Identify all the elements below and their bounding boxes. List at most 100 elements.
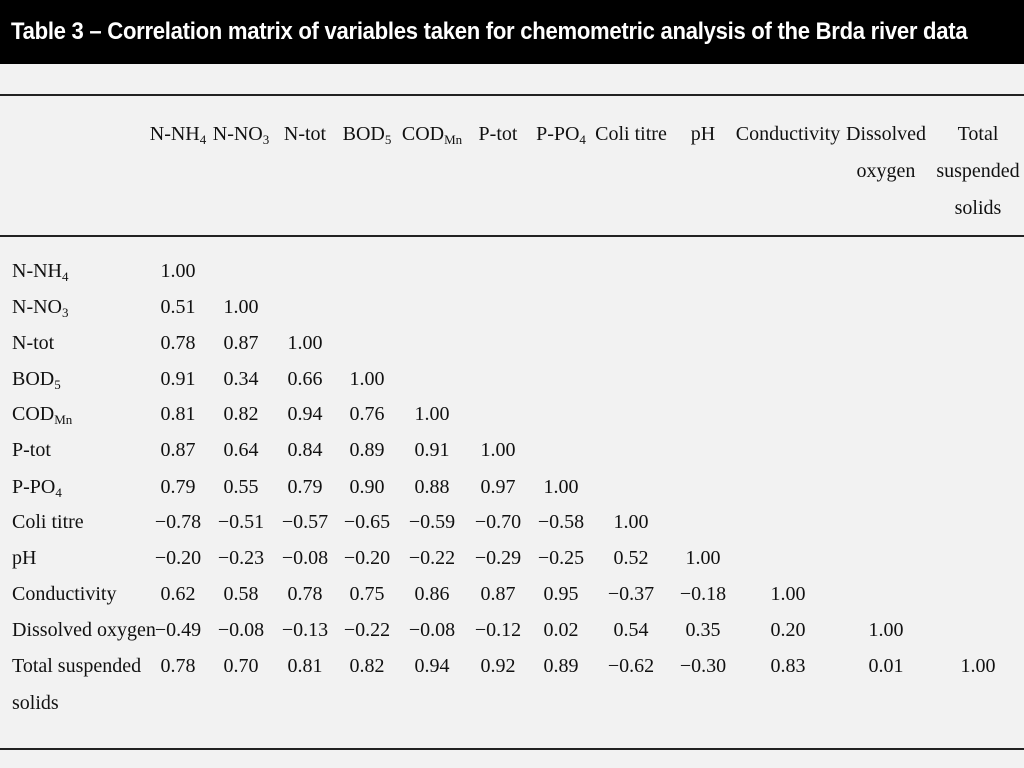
correlation-cell: 0.88 (414, 476, 450, 498)
correlation-cell: 1.00 (223, 296, 259, 318)
correlation-cell: −0.08 (408, 619, 456, 641)
correlation-cell: 0.97 (480, 476, 516, 498)
correlation-cell: 1.00 (287, 332, 323, 354)
correlation-cell: 0.51 (160, 296, 196, 318)
row-label: N-NH4 (12, 260, 69, 284)
row-label: Conductivity (12, 583, 117, 605)
correlation-cell: 0.34 (223, 368, 259, 390)
correlation-cell: 1.00 (685, 547, 721, 569)
correlation-cell: 0.35 (685, 619, 721, 641)
column-header: pH (690, 123, 716, 145)
correlation-cell: 0.01 (868, 655, 904, 677)
column-header: P-tot (478, 123, 518, 145)
correlation-cell: 0.83 (770, 655, 806, 677)
correlation-cell: −0.57 (281, 511, 329, 533)
correlation-cell: −0.59 (408, 511, 456, 533)
correlation-cell: 1.00 (613, 511, 649, 533)
correlation-cell: 0.78 (160, 332, 196, 354)
correlation-cell: −0.12 (474, 619, 522, 641)
correlation-cell: 0.78 (287, 583, 323, 605)
correlation-cell: −0.23 (217, 547, 265, 569)
column-header: N-tot (283, 123, 327, 145)
correlation-cell: −0.49 (154, 619, 202, 641)
correlation-cell: 0.87 (223, 332, 259, 354)
column-header: Conductivity (735, 123, 841, 145)
correlation-cell: 0.62 (160, 583, 196, 605)
table-bottom-rule (0, 748, 1024, 750)
correlation-cell: 0.54 (613, 619, 649, 641)
row-label: P-PO4 (12, 476, 62, 500)
row-label: Total suspended solids (12, 655, 142, 714)
column-header: Total suspended solids (936, 123, 1020, 219)
correlation-cell: 0.81 (287, 655, 323, 677)
correlation-cell: −0.18 (679, 583, 727, 605)
correlation-cell: 0.87 (160, 439, 196, 461)
correlation-cell: 0.82 (223, 403, 259, 425)
correlation-cell: 0.91 (414, 439, 450, 461)
row-label: BOD5 (12, 368, 61, 392)
table-header-rule (0, 235, 1024, 237)
correlation-cell: 1.00 (770, 583, 806, 605)
correlation-cell: 0.76 (349, 403, 385, 425)
column-header: N-NO3 (212, 123, 270, 147)
correlation-cell: 0.91 (160, 368, 196, 390)
correlation-cell: 0.02 (543, 619, 579, 641)
correlation-cell: 0.94 (287, 403, 323, 425)
title-bar: Table 3 – Correlation matrix of variable… (0, 0, 1024, 64)
row-label: P-tot (12, 439, 51, 461)
row-label: N-tot (12, 332, 55, 354)
column-header: Dissolved oxygen (846, 123, 926, 182)
correlation-cell: 0.92 (480, 655, 516, 677)
correlation-cell: 0.86 (414, 583, 450, 605)
correlation-cell: −0.25 (537, 547, 585, 569)
table-top-rule (0, 94, 1024, 96)
correlation-cell: 0.52 (613, 547, 649, 569)
correlation-cell: −0.20 (154, 547, 202, 569)
correlation-cell: −0.20 (343, 547, 391, 569)
correlation-cell: −0.13 (281, 619, 329, 641)
correlation-cell: 0.78 (160, 655, 196, 677)
correlation-cell: 0.81 (160, 403, 196, 425)
correlation-cell: 1.00 (414, 403, 450, 425)
correlation-cell: 1.00 (349, 368, 385, 390)
row-label: Coli titre (12, 511, 84, 533)
correlation-cell: 1.00 (960, 655, 996, 677)
correlation-cell: 0.64 (223, 439, 259, 461)
correlation-cell: 0.58 (223, 583, 259, 605)
correlation-cell: 1.00 (480, 439, 516, 461)
correlation-cell: −0.51 (217, 511, 265, 533)
row-label: pH (12, 547, 37, 569)
correlation-cell: −0.22 (408, 547, 456, 569)
correlation-cell: −0.08 (281, 547, 329, 569)
correlation-cell: 0.20 (770, 619, 806, 641)
correlation-cell: 1.00 (160, 260, 196, 282)
correlation-cell: 0.75 (349, 583, 385, 605)
correlation-cell: 0.90 (349, 476, 385, 498)
correlation-cell: 0.87 (480, 583, 516, 605)
correlation-cell: 0.84 (287, 439, 323, 461)
correlation-cell: 0.70 (223, 655, 259, 677)
correlation-cell: −0.62 (607, 655, 655, 677)
correlation-cell: −0.29 (474, 547, 522, 569)
column-header: N-NH4 (149, 123, 207, 147)
correlation-cell: −0.22 (343, 619, 391, 641)
correlation-cell: 0.82 (349, 655, 385, 677)
correlation-cell: −0.70 (474, 511, 522, 533)
correlation-cell: 0.89 (543, 655, 579, 677)
correlation-cell: 0.95 (543, 583, 579, 605)
column-header: Coli titre (595, 123, 667, 145)
column-header: CODMn (401, 123, 463, 147)
correlation-cell: 1.00 (543, 476, 579, 498)
correlation-cell: 0.94 (414, 655, 450, 677)
correlation-cell: 0.79 (287, 476, 323, 498)
correlation-cell: −0.30 (679, 655, 727, 677)
correlation-cell: −0.37 (607, 583, 655, 605)
correlation-cell: −0.08 (217, 619, 265, 641)
column-header: BOD5 (342, 123, 392, 147)
table-title: Table 3 – Correlation matrix of variable… (11, 18, 968, 45)
correlation-cell: 0.79 (160, 476, 196, 498)
correlation-cell: 0.66 (287, 368, 323, 390)
row-label: N-NO3 (12, 296, 69, 320)
correlation-cell: −0.58 (537, 511, 585, 533)
correlation-cell: 0.55 (223, 476, 259, 498)
